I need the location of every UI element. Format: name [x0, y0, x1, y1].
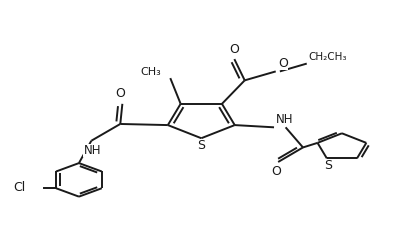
Text: NH: NH: [276, 113, 293, 126]
Text: S: S: [324, 160, 332, 173]
Text: O: O: [278, 57, 288, 70]
Text: S: S: [197, 139, 205, 152]
Text: O: O: [229, 43, 239, 56]
Text: CH₂CH₃: CH₂CH₃: [309, 52, 347, 62]
Text: Cl: Cl: [13, 181, 25, 194]
Text: O: O: [115, 88, 125, 101]
Text: NH: NH: [83, 144, 101, 157]
Text: O: O: [271, 165, 281, 178]
Text: CH₃: CH₃: [140, 67, 161, 77]
